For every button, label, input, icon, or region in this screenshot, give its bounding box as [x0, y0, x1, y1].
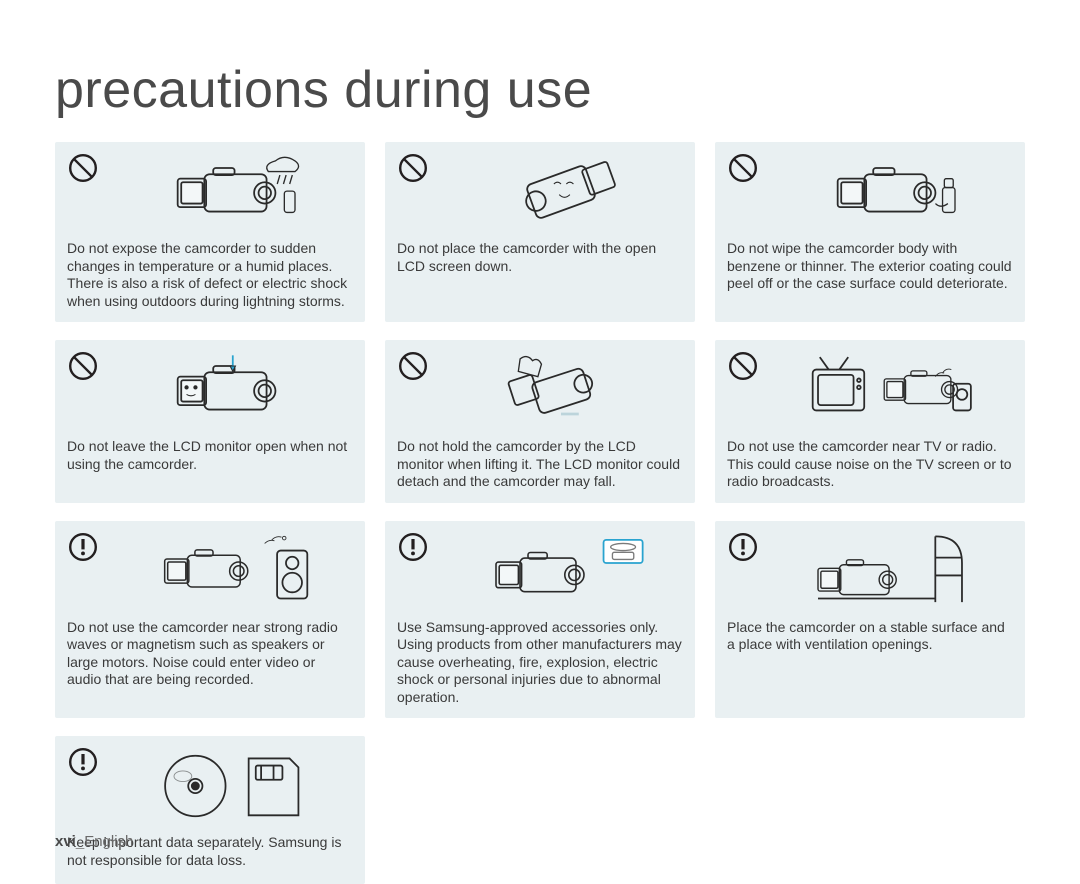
camcorder-wipe-illustration: [769, 152, 1013, 232]
camcorder-facedown-illustration: [439, 152, 683, 232]
camcorder-open-illustration: [109, 350, 353, 430]
card-illustration-row: [727, 350, 1013, 430]
precaution-card: Do not use the camcorder near strong rad…: [55, 521, 365, 719]
card-illustration-row: [727, 531, 1013, 611]
precaution-text: Place the camcorder on a stable surface …: [727, 619, 1013, 654]
precaution-text: Do not expose the camcorder to sudden ch…: [67, 240, 353, 310]
caution-icon: [67, 746, 99, 778]
precaution-card: Do not hold the camcorder by the LCD mon…: [385, 340, 695, 503]
precaution-card: Use Samsung-approved accessories only. U…: [385, 521, 695, 719]
precaution-card: Do not use the camcorder near TV or radi…: [715, 340, 1025, 503]
precaution-card: Do not expose the camcorder to sudden ch…: [55, 142, 365, 322]
card-illustration-row: [397, 152, 683, 232]
precaution-text: Use Samsung-approved accessories only. U…: [397, 619, 683, 707]
camcorder-shelf-illustration: [769, 531, 1013, 611]
camcorder-tv-illustration: [769, 350, 1013, 430]
camcorder-rain-illustration: [109, 152, 353, 232]
page-number: xvi: [55, 833, 76, 850]
precaution-text: Do not use the camcorder near strong rad…: [67, 619, 353, 689]
precaution-card: Keep important data separately. Samsung …: [55, 736, 365, 884]
precaution-card: Do not place the camcorder with the open…: [385, 142, 695, 322]
card-illustration-row: [67, 746, 353, 826]
footer-separator: _: [76, 833, 84, 850]
camcorder-speaker-illustration: [109, 531, 353, 611]
card-illustration-row: [727, 152, 1013, 232]
caution-icon: [727, 531, 759, 563]
page-title: precautions during use: [55, 60, 1025, 120]
prohibit-icon: [397, 152, 429, 184]
card-illustration-row: [67, 531, 353, 611]
prohibit-icon: [727, 350, 759, 382]
camcorder-accessory-illustration: [439, 531, 683, 611]
precaution-text: Do not place the camcorder with the open…: [397, 240, 683, 275]
card-illustration-row: [397, 531, 683, 611]
precaution-text: Do not wipe the camcorder body with benz…: [727, 240, 1013, 293]
card-illustration-row: [67, 152, 353, 232]
prohibit-icon: [67, 152, 99, 184]
caution-icon: [397, 531, 429, 563]
camcorder-held-lcd-illustration: [439, 350, 683, 430]
page-language: English: [84, 833, 133, 850]
prohibit-icon: [67, 350, 99, 382]
precaution-grid: Do not expose the camcorder to sudden ch…: [55, 142, 1025, 884]
precaution-card: Place the camcorder on a stable surface …: [715, 521, 1025, 719]
precaution-text: Do not leave the LCD monitor open when n…: [67, 438, 353, 473]
page-footer: xvi_English: [55, 833, 133, 850]
card-illustration-row: [67, 350, 353, 430]
precaution-card: Do not wipe the camcorder body with benz…: [715, 142, 1025, 322]
precaution-card: Do not leave the LCD monitor open when n…: [55, 340, 365, 503]
precaution-text: Do not use the camcorder near TV or radi…: [727, 438, 1013, 491]
card-illustration-row: [397, 350, 683, 430]
precaution-text: Do not hold the camcorder by the LCD mon…: [397, 438, 683, 491]
prohibit-icon: [727, 152, 759, 184]
caution-icon: [67, 531, 99, 563]
disc-card-illustration: [109, 746, 353, 826]
prohibit-icon: [397, 350, 429, 382]
